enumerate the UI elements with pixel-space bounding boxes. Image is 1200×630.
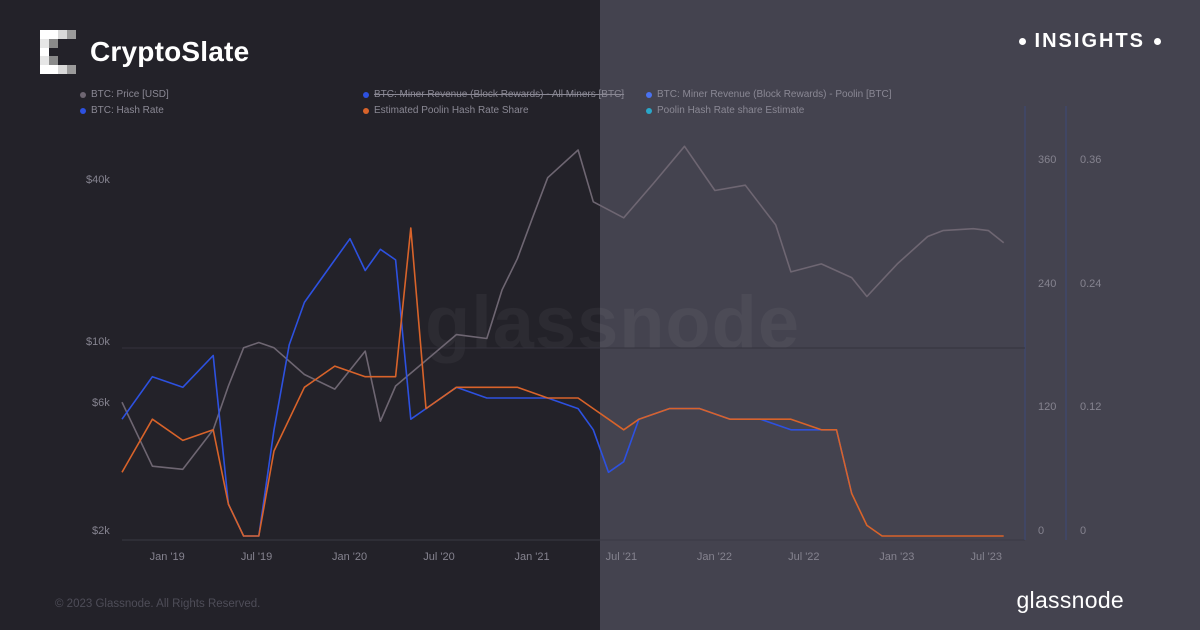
x-tick-label: Jan '22 [696, 551, 733, 563]
legend-dot-icon [80, 107, 86, 114]
x-tick-label: Jul '23 [970, 551, 1002, 563]
x-tick-label: Jan '21 [514, 551, 550, 563]
y-left-tick: $10k [86, 336, 110, 348]
legend-label: Poolin Hash Rate share Estimate [657, 105, 805, 116]
bullet-icon [1154, 38, 1161, 45]
legend-entry-btc-price[interactable]: BTC: Price [USD] [80, 89, 169, 100]
y-right1-tick: 0 [1038, 525, 1045, 537]
legend-entry-miner-revenue-all[interactable]: BTC: Miner Revenue (Block Rewards) - All… [363, 89, 624, 100]
y-left-tick: $6k [92, 397, 110, 409]
legend-entry-poolin-estimate[interactable]: Poolin Hash Rate share Estimate [646, 105, 804, 116]
legend-dot-icon [363, 107, 369, 114]
x-tick-label: Jan '19 [149, 551, 185, 563]
bullet-icon [1018, 38, 1026, 45]
series-line-1 [121, 227, 1004, 537]
y-right2-tick: 0.12 [1080, 401, 1102, 413]
x-tick-label: Jul '20 [423, 551, 455, 563]
legend-dot-icon [646, 107, 652, 114]
y-left-tick: $40k [86, 174, 110, 186]
x-tick-label: Jul '22 [788, 551, 820, 563]
series-line-0 [121, 145, 1005, 471]
x-tick-label: Jan '23 [879, 551, 915, 563]
chart-watermark: glassnode [425, 280, 800, 365]
y-left-tick: $2k [92, 525, 110, 537]
legend-label: Estimated Poolin Hash Rate Share [374, 105, 529, 116]
brand-name: CryptoSlate [90, 36, 250, 67]
glassnode-logo-text: glassnode [1016, 587, 1124, 613]
legend-entry-hash-rate[interactable]: BTC: Hash Rate [80, 105, 164, 116]
legend-label: BTC: Miner Revenue (Block Rewards) - All… [374, 89, 625, 100]
x-tick-label: Jan '20 [332, 551, 368, 563]
legend-dot-icon [80, 91, 86, 98]
y-right1-tick: 360 [1038, 154, 1057, 166]
background-right-panel [600, 0, 1200, 630]
cryptoslate-logo-icon [40, 30, 76, 74]
y-right1-tick: 240 [1038, 278, 1057, 290]
legend-dot-icon [646, 91, 652, 98]
legend-label: BTC: Miner Revenue (Block Rewards) - Poo… [657, 89, 892, 100]
legend-entry-poolin-share[interactable]: Estimated Poolin Hash Rate Share [363, 105, 529, 116]
y-right2-tick: 0.36 [1080, 154, 1102, 166]
series-layer [121, 145, 1005, 537]
y-right2-tick: 0.24 [1080, 278, 1102, 290]
x-tick-label: Jul '21 [605, 551, 638, 563]
y-right1-tick: 120 [1038, 401, 1057, 413]
legend-label: BTC: Hash Rate [91, 105, 164, 116]
legend-label: BTC: Price [USD] [91, 89, 169, 100]
y-right2-tick: 0 [1080, 525, 1087, 537]
insights-badge: INSIGHTS [1010, 30, 1170, 53]
x-tick-label: Jul '19 [240, 551, 273, 563]
legend-entry-miner-revenue-poolin[interactable]: BTC: Miner Revenue (Block Rewards) - Poo… [646, 89, 892, 100]
copyright-text: © 2023 Glassnode. All Rights Reserved. [55, 598, 261, 610]
brand: CryptoSlate [40, 30, 249, 74]
insights-label: INSIGHTS [1034, 30, 1145, 52]
legend-dot-icon [363, 91, 369, 98]
